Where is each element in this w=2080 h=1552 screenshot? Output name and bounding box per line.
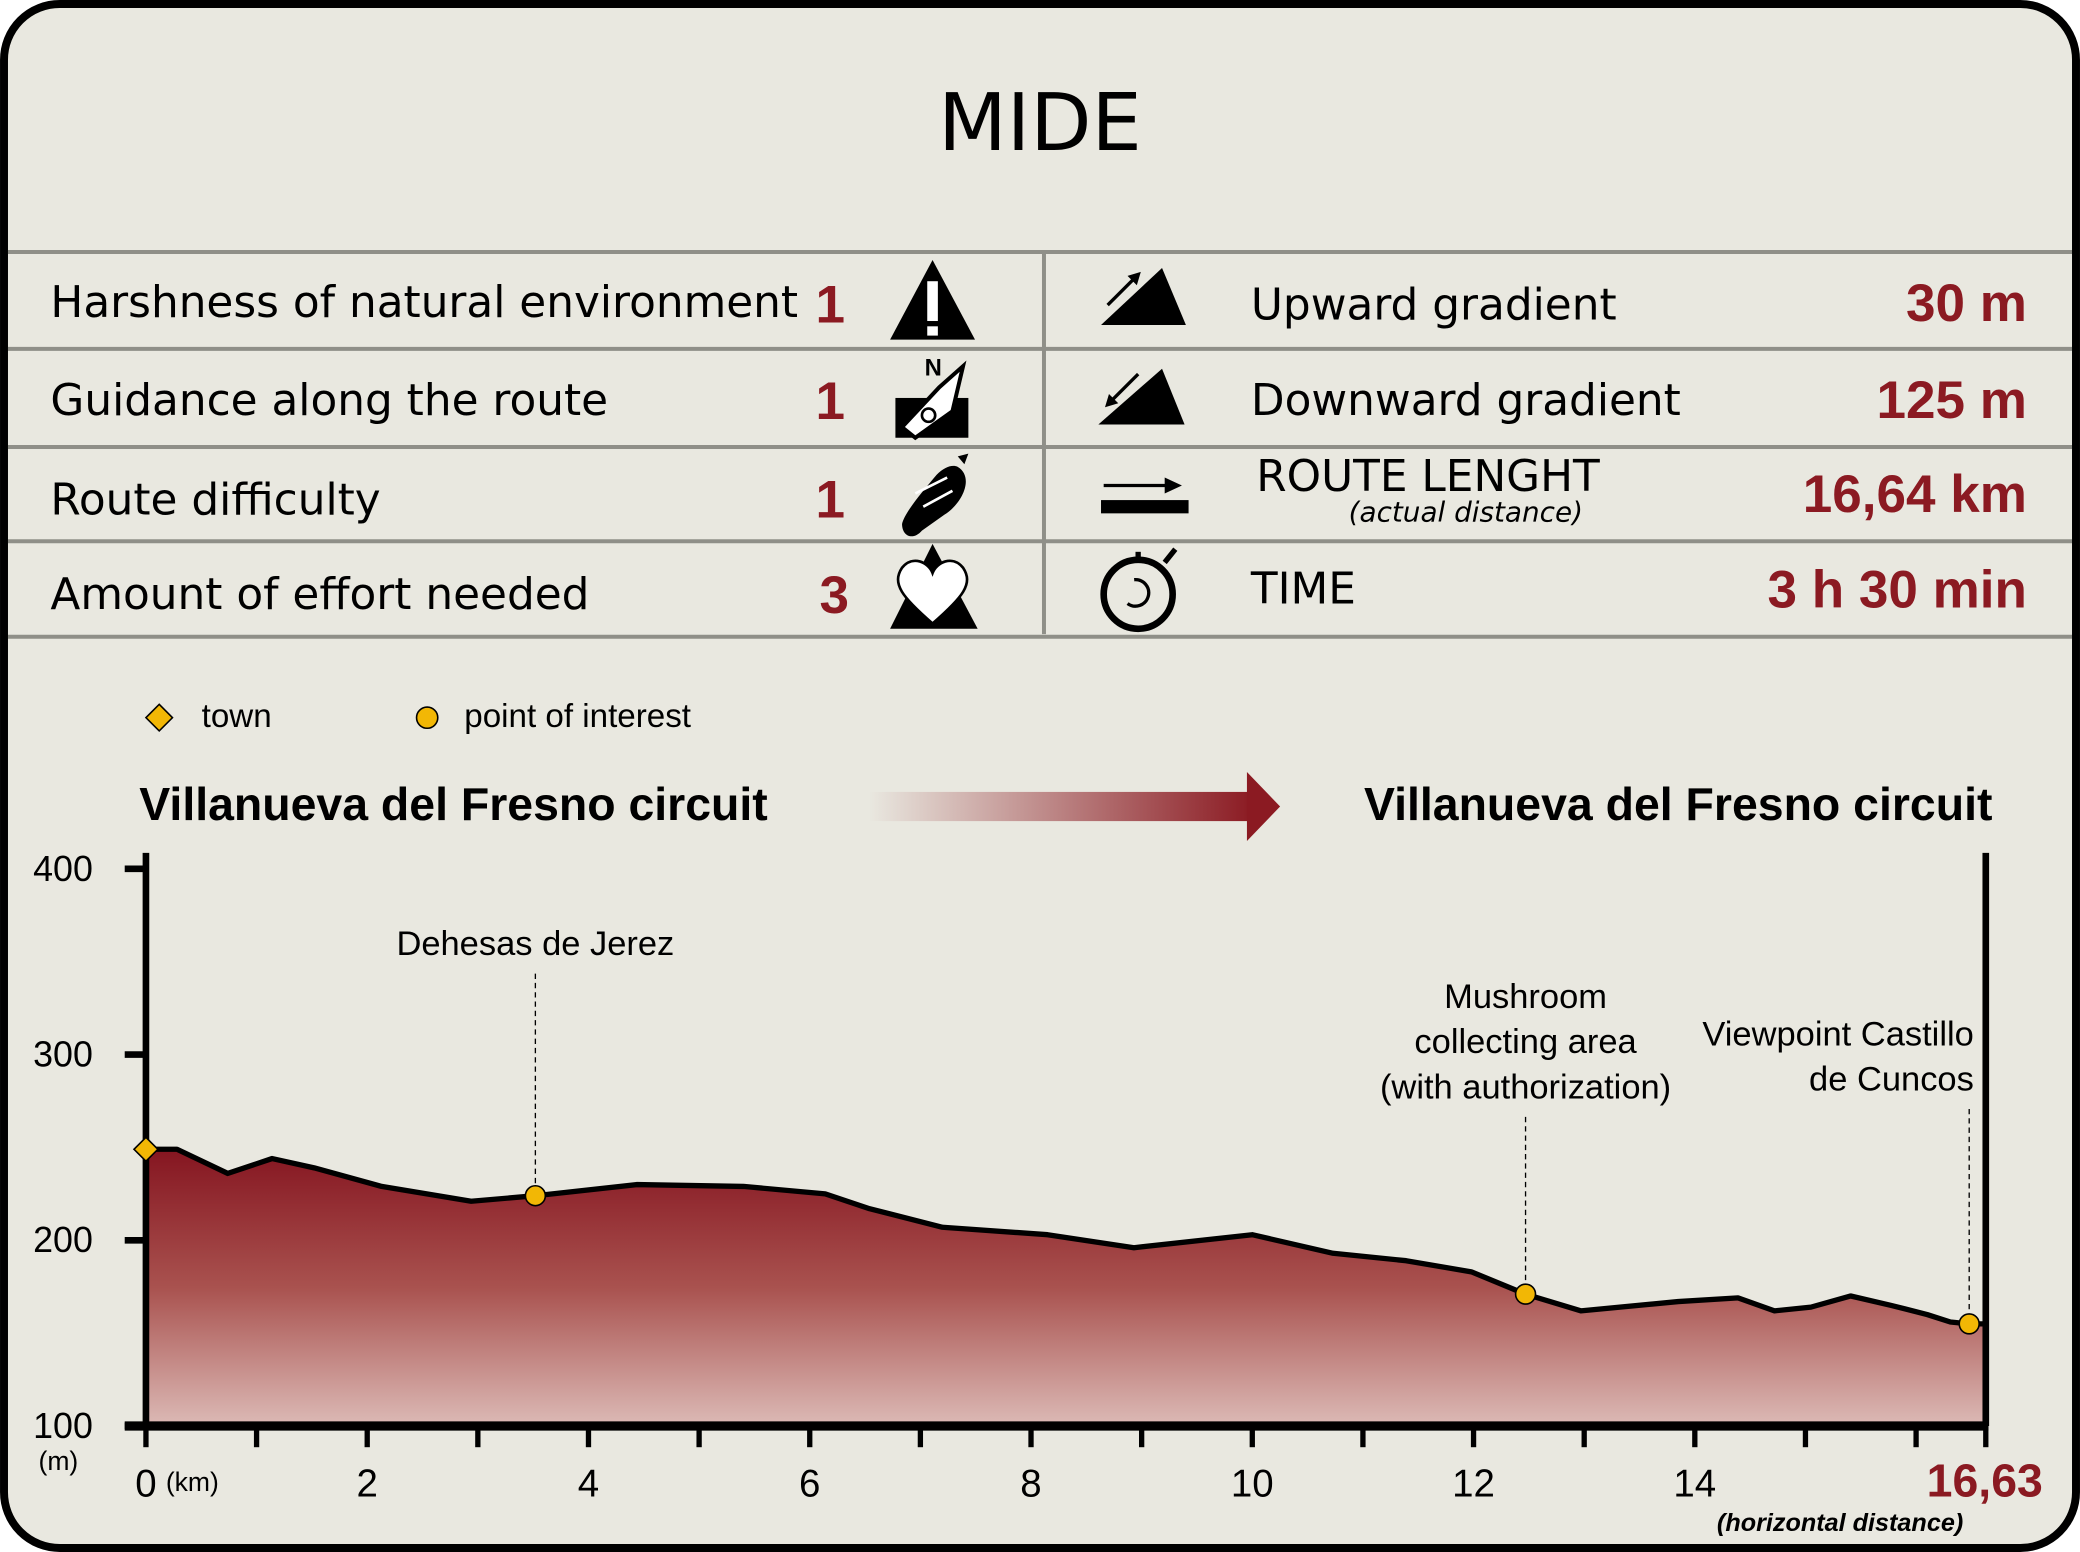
x-tick-label: 14 [1673,1462,1716,1505]
warning-mountain-icon [890,259,976,340]
stat-value: 16,64 km [1803,465,2027,524]
y-tick-label: 300 [33,1035,93,1075]
mide-label: Guidance along the route [50,375,608,426]
elevation-chart: 100 200 300 400 (m) 0 2 4 6 8 10 12 14 (km) 16,63 (hori… [33,849,2043,1537]
elevation-line [145,1146,1986,1327]
poi-marker-icon [415,706,439,730]
x-tick-label: 6 [799,1462,820,1505]
y-tick-label: 400 [33,849,93,889]
x-tick-label: 0 [135,1462,156,1505]
distance-arrow-icon [1101,477,1189,514]
legend-label: town [202,698,272,735]
stat-label: Upward gradient [1251,280,1617,331]
town-marker-icon [144,703,174,733]
route-end: Villanueva del Fresno circuit [1364,778,1992,830]
y-axis-label: (m) [39,1446,79,1476]
poi-marker [1958,1313,1980,1335]
mide-value: 1 [815,470,845,529]
legend-label: point of interest [464,698,691,735]
poi-label: Mushroom [1444,978,1607,1016]
legend: town point of interest [144,698,691,735]
mide-value: 3 [819,566,849,625]
direction-arrow-icon [868,772,1281,841]
page-title: MIDE [938,76,1142,169]
compass-map-icon: N [895,354,969,441]
downward-gradient-icon [1098,368,1185,425]
poi-marker [1514,1283,1537,1305]
x-tick-label: 12 [1452,1462,1495,1505]
mide-value: 1 [815,275,845,334]
elevation-area [145,1149,1986,1426]
poi-label: de Cuncos [1809,1060,1974,1098]
poi-label: collecting area [1414,1023,1637,1061]
route-start: Villanueva del Fresno circuit [139,778,767,830]
x-tick-label: 2 [357,1462,378,1505]
y-tick-label: 100 [33,1406,93,1446]
stat-value: 30 m [1906,274,2027,333]
x-tick-label: 8 [1020,1462,1041,1505]
town-marker [132,1136,160,1163]
poi-label: (with authorization) [1380,1068,1671,1106]
x-end-label: 16,63 [1927,1454,2043,1506]
poi-label: Viewpoint Castillo [1702,1015,1973,1053]
stat-label: TIME [1250,564,1356,615]
svg-text:N: N [925,354,942,381]
stat-label: Downward gradient [1251,375,1681,426]
mide-label: Route difficulty [50,475,380,526]
footprint-icon [902,453,969,537]
stat-sublabel: (actual distance) [1349,495,1583,528]
mide-table: Harshness of natural environment Guidanc… [7,250,2073,639]
mide-label: Amount of effort needed [50,569,589,620]
y-tick-label: 200 [33,1220,93,1260]
stat-label: ROUTE LENGHT [1256,451,1600,502]
x-axis-label: (km) [166,1467,219,1497]
mide-value: 1 [815,372,845,431]
x-tick-label: 4 [578,1462,599,1505]
upward-gradient-icon [1101,267,1186,325]
stat-value: 125 m [1876,371,2026,430]
heart-mountain-icon [890,543,978,629]
x-end-caption: (horizontal distance) [1717,1509,1963,1537]
poi-label: Dehesas de Jerez [396,925,674,963]
mide-label: Harshness of natural environment [50,277,798,328]
stopwatch-icon [1100,547,1178,633]
poi-marker [524,1184,547,1207]
stat-value: 3 h 30 min [1767,561,2026,620]
x-tick-label: 10 [1231,1462,1274,1505]
